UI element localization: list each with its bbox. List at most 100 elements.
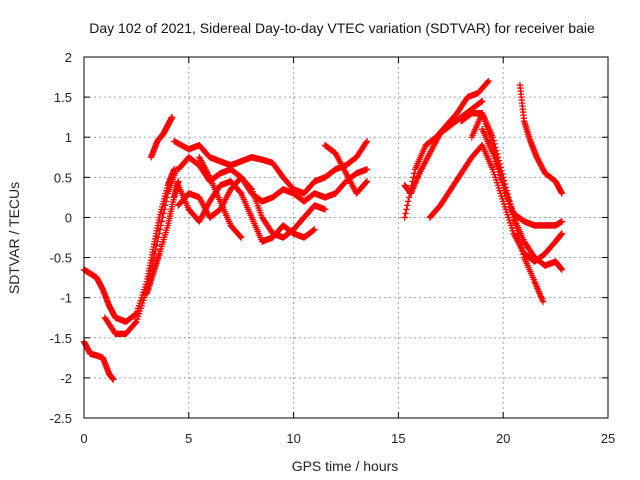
data-point bbox=[238, 234, 245, 241]
chart-title: Day 102 of 2021, Sidereal Day-to-day VTE… bbox=[89, 20, 595, 36]
data-point bbox=[157, 222, 165, 229]
data-point bbox=[154, 238, 161, 245]
y-axis-label: SDTVAR / TECUs bbox=[6, 182, 22, 294]
data-point bbox=[408, 182, 415, 189]
data-point bbox=[517, 240, 524, 248]
data-point bbox=[156, 226, 164, 233]
grid-lines bbox=[84, 57, 608, 418]
data-point bbox=[404, 198, 412, 205]
x-tick-label: 15 bbox=[391, 431, 405, 446]
data-point bbox=[160, 210, 167, 217]
data-point bbox=[175, 178, 182, 185]
data-point bbox=[558, 218, 566, 225]
series-track-d bbox=[147, 113, 176, 161]
data-point bbox=[406, 190, 414, 197]
data-point bbox=[401, 214, 408, 221]
data-point bbox=[162, 198, 170, 205]
y-tick-label: 0 bbox=[65, 210, 72, 225]
data-point bbox=[363, 178, 371, 185]
data-point bbox=[558, 190, 566, 197]
data-point bbox=[516, 237, 523, 245]
data-point bbox=[407, 186, 415, 193]
data-point bbox=[493, 147, 500, 154]
series-track-r bbox=[143, 178, 182, 297]
y-tick-label: 0.5 bbox=[54, 170, 72, 185]
series-track-n bbox=[458, 109, 566, 273]
data-point bbox=[518, 244, 525, 251]
y-tick-label: 1.5 bbox=[54, 90, 72, 105]
plot-frame bbox=[83, 56, 609, 419]
data-point bbox=[409, 178, 416, 185]
series-track-l bbox=[401, 77, 492, 221]
data-point bbox=[513, 227, 521, 235]
data-point bbox=[519, 247, 526, 255]
data-point bbox=[159, 214, 166, 221]
data-point bbox=[168, 113, 176, 121]
y-tick-label: -0.5 bbox=[50, 251, 72, 266]
data-point bbox=[558, 230, 566, 237]
series-track-e bbox=[170, 138, 371, 197]
x-tick-label: 5 bbox=[185, 431, 192, 446]
data-point bbox=[150, 254, 158, 261]
data-point bbox=[311, 226, 318, 233]
data-point bbox=[539, 298, 547, 305]
data-point bbox=[163, 194, 171, 201]
data-point bbox=[494, 154, 502, 161]
data-point bbox=[491, 140, 498, 148]
data-point bbox=[403, 206, 410, 213]
data-point bbox=[153, 242, 160, 249]
data-point bbox=[405, 194, 413, 201]
data-point bbox=[485, 77, 492, 85]
tick-labels: 0 5 10 15 20 25 -2.5 -2 -1.5 -1 -0.5 0 0.5 1 1.5 2 bbox=[50, 50, 616, 446]
data-point bbox=[479, 97, 486, 105]
data-point bbox=[514, 230, 522, 238]
data-point bbox=[161, 206, 168, 213]
x-tick-label: 10 bbox=[286, 431, 300, 446]
data-point bbox=[478, 98, 485, 105]
data-point bbox=[515, 234, 523, 241]
data-point bbox=[558, 266, 566, 273]
data-point bbox=[155, 230, 163, 237]
y-tick-label: -2.5 bbox=[50, 411, 72, 426]
x-axis-label: GPS time / hours bbox=[292, 458, 399, 474]
data-point bbox=[512, 220, 519, 228]
x-tick-label: 20 bbox=[496, 431, 510, 446]
data-point bbox=[513, 224, 520, 231]
y-tick-label: -1.5 bbox=[50, 331, 72, 346]
data-point bbox=[110, 376, 117, 383]
data-point bbox=[484, 78, 491, 86]
data-point bbox=[152, 246, 159, 253]
series-track-i bbox=[196, 154, 245, 241]
series-track-b bbox=[80, 338, 117, 383]
data-point bbox=[362, 179, 370, 186]
data-point bbox=[158, 218, 165, 225]
series-track-c bbox=[101, 166, 180, 337]
series-track-j bbox=[321, 142, 371, 197]
data-point bbox=[162, 202, 169, 209]
data-points bbox=[80, 77, 566, 383]
data-point bbox=[132, 319, 139, 326]
x-tick-label: 25 bbox=[601, 431, 615, 446]
data-point bbox=[237, 233, 244, 240]
y-tick-label: -1 bbox=[60, 291, 72, 306]
data-point bbox=[404, 202, 411, 209]
series-track-p bbox=[479, 126, 566, 229]
data-point bbox=[411, 170, 418, 177]
data-point bbox=[247, 185, 255, 192]
y-tick-label: 2 bbox=[65, 50, 72, 65]
data-point bbox=[493, 150, 501, 158]
data-point bbox=[362, 139, 370, 146]
axis-ticks bbox=[83, 56, 609, 419]
series-track-q bbox=[516, 81, 566, 197]
data-point bbox=[363, 138, 371, 145]
series-track-m bbox=[426, 142, 566, 265]
data-point bbox=[489, 134, 496, 141]
x-tick-label: 0 bbox=[80, 431, 87, 446]
y-tick-label: -2 bbox=[60, 371, 72, 386]
data-point bbox=[321, 206, 329, 213]
data-point bbox=[310, 226, 317, 234]
data-point bbox=[520, 251, 527, 258]
data-point bbox=[490, 137, 497, 144]
